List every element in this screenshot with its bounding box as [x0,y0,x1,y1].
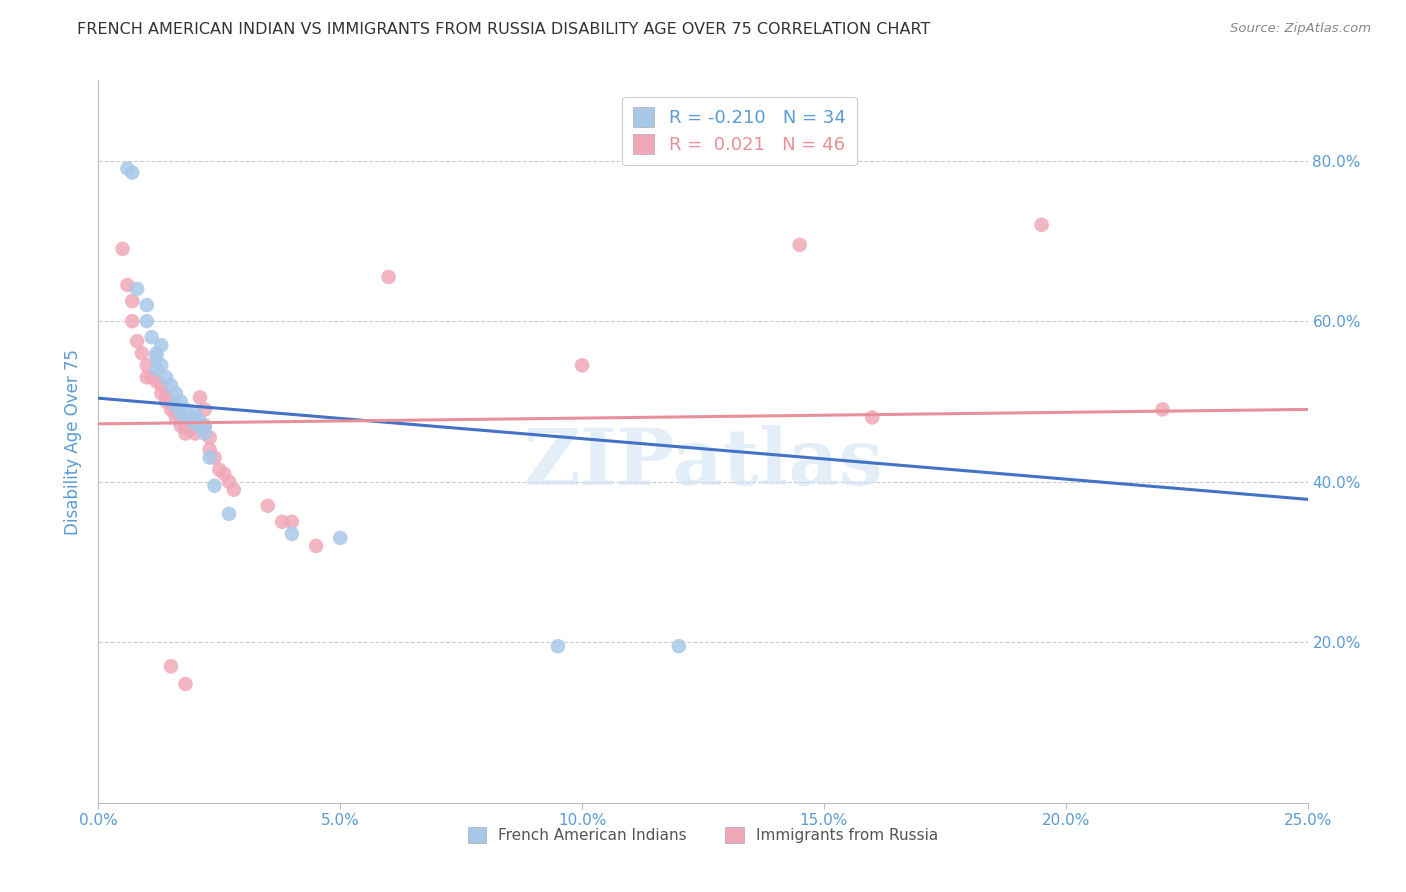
Point [121,293,143,308]
Point [547,639,569,653]
Point [150,338,173,352]
Point [160,659,183,673]
Point [281,526,304,541]
Point [184,406,207,420]
Point [150,358,173,372]
Point [121,165,143,179]
Point [160,402,183,417]
Point [194,402,217,417]
Point [145,374,167,388]
Point [281,515,304,529]
Point [668,639,690,653]
Point [377,269,399,284]
Point [188,414,211,428]
Point [179,410,201,425]
Point [174,410,197,425]
Point [204,478,226,492]
Y-axis label: Disability Age Over 75: Disability Age Over 75 [65,349,83,534]
Point [165,410,187,425]
Point [1152,402,1174,417]
Point [179,422,201,436]
Point [135,358,157,372]
Point [271,515,294,529]
Point [188,418,211,433]
Point [860,410,883,425]
Point [121,314,143,328]
Point [160,394,183,409]
Point [174,677,197,691]
Point [222,483,245,497]
Point [169,394,191,409]
Point [329,531,352,545]
Point [141,370,163,384]
Point [117,277,139,292]
Point [150,386,173,401]
Point [145,362,167,376]
Point [165,404,187,418]
Point [184,412,207,426]
Point [150,378,173,392]
Point [198,430,221,444]
Point [165,398,187,412]
Point [194,426,217,441]
Point [184,426,207,441]
Point [174,420,197,434]
Point [198,450,221,465]
Point [218,507,240,521]
Point [135,314,157,328]
Point [145,350,167,364]
Point [169,410,191,425]
Point [1031,218,1053,232]
Point [155,390,177,404]
Point [305,539,328,553]
Point [145,346,167,360]
Point [155,394,177,409]
Point [160,378,183,392]
Point [165,386,187,401]
Point [135,370,157,384]
Text: FRENCH AMERICAN INDIAN VS IMMIGRANTS FROM RUSSIA DISABILITY AGE OVER 75 CORRELAT: FRENCH AMERICAN INDIAN VS IMMIGRANTS FRO… [77,22,931,37]
Point [135,298,157,312]
Point [169,406,191,420]
Point [174,426,197,441]
Point [127,282,149,296]
Point [184,417,207,431]
Point [141,330,163,344]
Point [218,475,240,489]
Point [204,450,226,465]
Point [194,418,217,433]
Point [169,418,191,433]
Point [155,370,177,384]
Point [111,242,134,256]
Point [188,390,211,404]
Text: Source: ZipAtlas.com: Source: ZipAtlas.com [1230,22,1371,36]
Point [212,467,235,481]
Legend: French American Indians, Immigrants from Russia: French American Indians, Immigrants from… [461,822,945,849]
Point [198,442,221,457]
Point [174,402,197,417]
Point [127,334,149,348]
Point [571,358,593,372]
Point [117,161,139,176]
Text: ZIPatlas: ZIPatlas [523,425,883,501]
Point [208,462,231,476]
Point [131,346,153,360]
Point [789,237,811,252]
Point [194,420,217,434]
Point [256,499,278,513]
